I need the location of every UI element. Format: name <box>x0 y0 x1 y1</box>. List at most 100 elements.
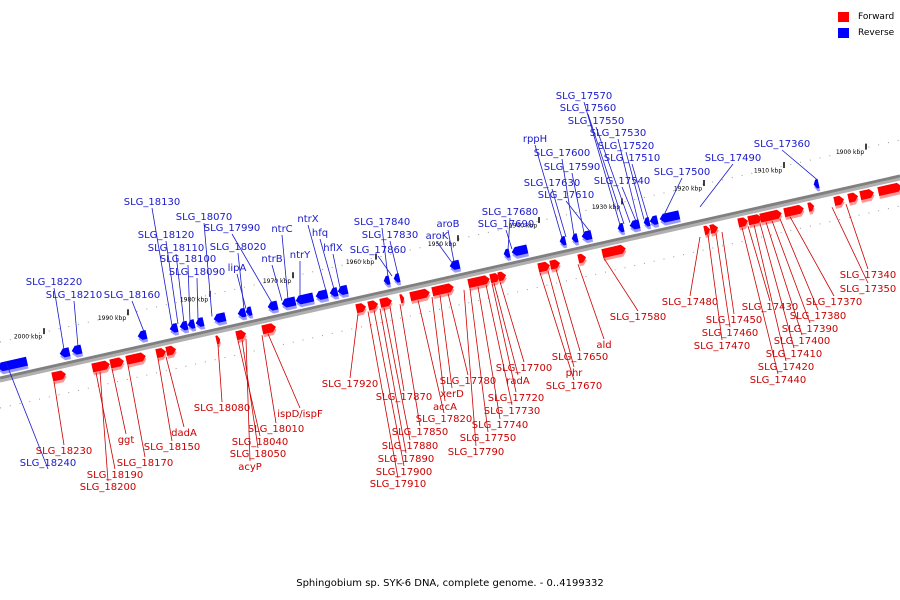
gene-rev-7[interactable] <box>195 317 206 330</box>
gene-label-acyp[interactable]: acyP <box>238 462 262 473</box>
gene-label-slg-17690[interactable]: SLG_17690 <box>478 219 534 230</box>
gene-label-slg-17830[interactable]: SLG_17830 <box>362 230 418 241</box>
gene-label-hflx[interactable]: hflX <box>323 243 343 254</box>
gene-label-slg-18130[interactable]: SLG_18130 <box>124 197 180 208</box>
gene-label-slg-18240[interactable]: SLG_18240 <box>20 458 76 469</box>
gene-label-slg-17860[interactable]: SLG_17860 <box>350 245 406 256</box>
gene-label-slg-17590[interactable]: SLG_17590 <box>544 162 600 173</box>
gene-rev-22[interactable] <box>559 235 568 249</box>
gene-label-slg-18120[interactable]: SLG_18120 <box>138 230 194 241</box>
gene-rev-18[interactable] <box>393 273 402 286</box>
gene-rev-0[interactable] <box>0 356 29 375</box>
gene-label-ntrx[interactable]: ntrX <box>297 214 318 225</box>
gene-fwd-25[interactable] <box>747 213 763 229</box>
gene-label-arok[interactable]: aroK <box>426 231 449 242</box>
gene-label-ntry[interactable]: ntrY <box>290 250 311 261</box>
gene-label-slg-18090[interactable]: SLG_18090 <box>169 267 225 278</box>
gene-label-slg-17550[interactable]: SLG_17550 <box>568 116 624 127</box>
gene-label-slg-17730[interactable]: SLG_17730 <box>484 406 540 417</box>
gene-label-slg-17600[interactable]: SLG_17600 <box>534 148 590 159</box>
gene-label-slg-17470[interactable]: SLG_17470 <box>694 341 750 352</box>
gene-label-slg-18070[interactable]: SLG_18070 <box>176 212 232 223</box>
gene-label-slg-17870[interactable]: SLG_17870 <box>376 392 432 403</box>
gene-label-slg-17350[interactable]: SLG_17350 <box>840 284 896 295</box>
gene-label-slg-17520[interactable]: SLG_17520 <box>598 141 654 152</box>
gene-rev-5[interactable] <box>179 320 190 334</box>
gene-fwd-31[interactable] <box>859 188 875 203</box>
gene-label-slg-17370[interactable]: SLG_17370 <box>806 297 862 308</box>
gene-fwd-27[interactable] <box>783 204 805 221</box>
gene-label-ald[interactable]: ald <box>596 340 611 351</box>
gene-rev-9[interactable] <box>237 307 248 321</box>
gene-fwd-18[interactable] <box>537 261 551 276</box>
gene-label-slg-18210[interactable]: SLG_18210 <box>46 290 102 301</box>
gene-label-ntrb[interactable]: ntrB <box>261 254 282 265</box>
gene-label-slg-18200[interactable]: SLG_18200 <box>80 482 136 493</box>
gene-label-slg-18190[interactable]: SLG_18190 <box>87 470 143 481</box>
gene-label-arob[interactable]: aroB <box>437 219 460 230</box>
gene-label-slg-18050[interactable]: SLG_18050 <box>230 449 286 460</box>
gene-label-slg-17460[interactable]: SLG_17460 <box>702 328 758 339</box>
gene-fwd-1[interactable] <box>91 360 111 376</box>
gene-label-rpph[interactable]: rppH <box>523 134 547 145</box>
gene-label-slg-17820[interactable]: SLG_17820 <box>416 414 472 425</box>
gene-label-slg-17450[interactable]: SLG_17450 <box>706 315 762 326</box>
gene-rev-25[interactable] <box>617 222 626 236</box>
gene-label-slg-17580[interactable]: SLG_17580 <box>610 312 666 323</box>
gene-rev-4[interactable] <box>169 323 180 336</box>
gene-label-slg-17790[interactable]: SLG_17790 <box>448 447 504 458</box>
gene-label-slg-18110[interactable]: SLG_18110 <box>148 243 204 254</box>
gene-rev-1[interactable] <box>59 347 72 361</box>
gene-fwd-30[interactable] <box>847 192 859 206</box>
gene-rev-26[interactable] <box>629 219 642 233</box>
gene-label-slg-17390[interactable]: SLG_17390 <box>782 324 838 335</box>
gene-label-slg-18220[interactable]: SLG_18220 <box>26 277 82 288</box>
gene-fwd-8[interactable] <box>261 322 277 338</box>
gene-label-slg-17490[interactable]: SLG_17490 <box>705 153 761 164</box>
gene-label-slg-17610[interactable]: SLG_17610 <box>538 190 594 201</box>
gene-label-acca[interactable]: accA <box>433 402 457 413</box>
gene-fwd-15[interactable] <box>467 274 491 291</box>
gene-label-slg-17500[interactable]: SLG_17500 <box>654 167 710 178</box>
gene-fwd-2[interactable] <box>109 357 125 372</box>
gene-rev-24[interactable] <box>581 230 594 244</box>
gene-label-slg-18010[interactable]: SLG_18010 <box>248 424 304 435</box>
gene-fwd-11[interactable] <box>379 296 393 311</box>
gene-label-ispd-ispf[interactable]: ispD/ispF <box>277 409 323 420</box>
gene-rev-6[interactable] <box>187 319 197 332</box>
gene-label-slg-17430[interactable]: SLG_17430 <box>742 302 798 313</box>
gene-label-slg-17920[interactable]: SLG_17920 <box>322 379 378 390</box>
gene-label-slg-17630[interactable]: SLG_17630 <box>524 178 580 189</box>
gene-label-slg-17880[interactable]: SLG_17880 <box>382 441 438 452</box>
gene-label-slg-17680[interactable]: SLG_17680 <box>482 207 538 218</box>
gene-label-slg-18020[interactable]: SLG_18020 <box>210 242 266 253</box>
gene-rev-16[interactable] <box>337 284 350 299</box>
gene-label-slg-17670[interactable]: SLG_17670 <box>546 381 602 392</box>
gene-fwd-3[interactable] <box>125 352 147 368</box>
gene-rev-17[interactable] <box>383 275 392 288</box>
gene-fwd-23[interactable] <box>709 223 719 237</box>
gene-label-slg-17720[interactable]: SLG_17720 <box>488 393 544 404</box>
gene-rev-10[interactable] <box>245 306 254 319</box>
gene-label-ggt[interactable]: ggt <box>118 435 135 446</box>
gene-label-rada[interactable]: radA <box>506 376 530 387</box>
gene-fwd-12[interactable] <box>399 294 406 307</box>
gene-label-phr[interactable]: phr <box>566 368 584 379</box>
gene-rev-14[interactable] <box>315 289 330 303</box>
gene-fwd-7[interactable] <box>235 329 247 344</box>
gene-rev-23[interactable] <box>571 233 580 246</box>
gene-fwd-14[interactable] <box>431 283 455 300</box>
gene-fwd-19[interactable] <box>549 259 561 273</box>
gene-fwd-28[interactable] <box>807 202 815 215</box>
gene-fwd-13[interactable] <box>409 288 431 304</box>
gene-rev-28[interactable] <box>649 215 660 228</box>
gene-label-slg-17560[interactable]: SLG_17560 <box>560 103 616 114</box>
gene-label-slg-17850[interactable]: SLG_17850 <box>392 427 448 438</box>
gene-label-slg-17510[interactable]: SLG_17510 <box>604 153 660 164</box>
gene-fwd-5[interactable] <box>165 345 177 359</box>
gene-label-slg-17480[interactable]: SLG_17480 <box>662 297 718 308</box>
gene-label-slg-17530[interactable]: SLG_17530 <box>590 128 646 139</box>
gene-fwd-24[interactable] <box>737 216 749 231</box>
gene-rev-27[interactable] <box>643 217 652 230</box>
gene-label-slg-17910[interactable]: SLG_17910 <box>370 479 426 490</box>
